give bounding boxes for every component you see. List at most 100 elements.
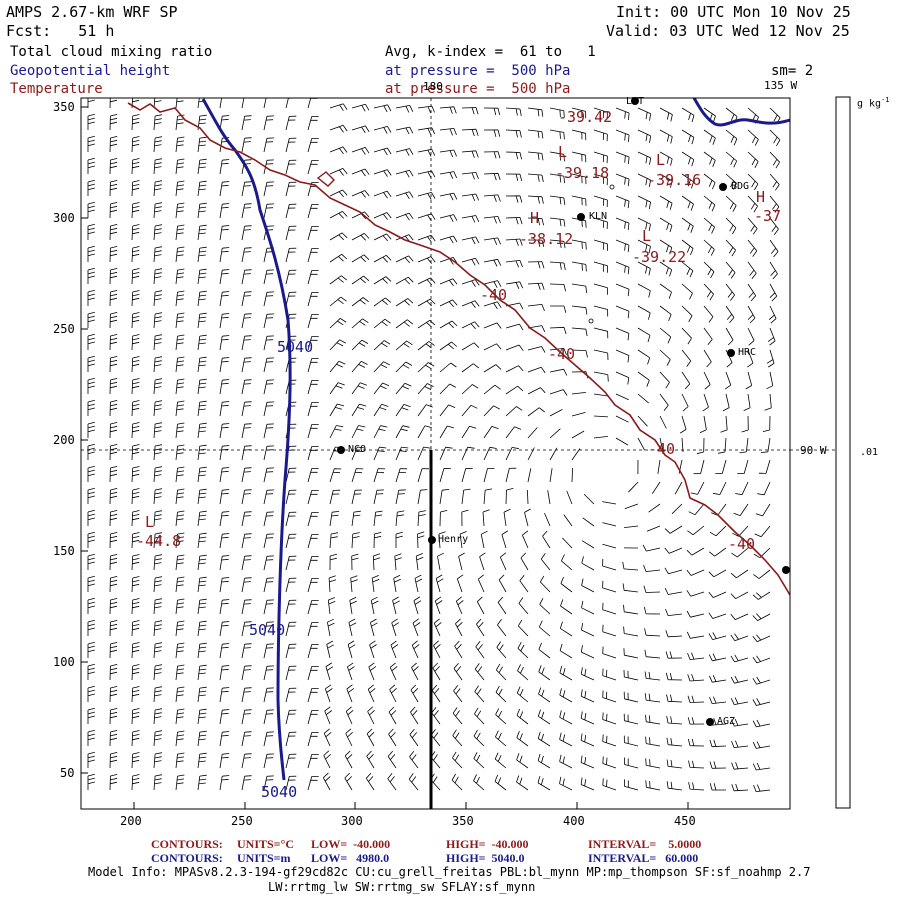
wind-barb xyxy=(410,706,419,725)
wind-barb xyxy=(538,620,551,637)
wind-barb xyxy=(219,291,230,307)
wind-barb xyxy=(665,630,683,638)
wind-barb xyxy=(197,290,207,307)
wind-barb xyxy=(131,98,140,109)
wind-barb xyxy=(263,555,274,571)
wind-barb xyxy=(109,576,118,593)
wind-barb xyxy=(109,290,118,307)
wind-barb xyxy=(527,173,544,183)
wind-barb xyxy=(483,151,501,159)
wind-barb xyxy=(131,268,140,285)
station-label-hrc: HRC xyxy=(738,347,757,358)
wind-barb xyxy=(479,552,486,571)
wind-barb xyxy=(175,642,185,659)
wind-barb xyxy=(175,356,185,373)
wind-barb xyxy=(615,305,630,319)
wind-barb xyxy=(241,423,252,439)
wind-barb xyxy=(373,169,392,177)
wind-barb xyxy=(431,684,441,703)
wind-barb xyxy=(602,734,617,747)
lon-label-90w: 90 W xyxy=(800,444,827,457)
wind-barb xyxy=(747,261,757,280)
station-dot-edge[interactable] xyxy=(782,566,790,574)
temp-contour-small-loop xyxy=(316,171,335,187)
wind-barb xyxy=(498,574,507,593)
y-tick-50: 50 xyxy=(60,766,75,780)
wind-barb xyxy=(602,580,617,593)
station-dot-hrc[interactable] xyxy=(727,349,735,357)
station-dot-henry[interactable] xyxy=(428,536,436,544)
extrema-mark-L2: L xyxy=(656,151,666,169)
wind-barb xyxy=(347,662,355,681)
wind-barb xyxy=(659,129,673,144)
wind-barb xyxy=(505,260,523,268)
wind-barb xyxy=(87,773,95,790)
wind-barb xyxy=(593,151,608,164)
station-dot-bdg[interactable] xyxy=(719,183,727,191)
wind-barb xyxy=(747,151,759,168)
wind-barb xyxy=(439,106,457,114)
wind-barb xyxy=(752,613,771,621)
wind-barb xyxy=(730,569,749,579)
wind-barb xyxy=(681,217,694,233)
wind-barb xyxy=(153,774,163,791)
wind-barb xyxy=(739,437,749,454)
wind-barb xyxy=(87,377,95,394)
wind-barb xyxy=(681,371,691,390)
station-dot-lyt[interactable] xyxy=(631,97,639,105)
wind-barb xyxy=(681,283,693,300)
wind-barb xyxy=(351,125,370,134)
contours-temp-prefix: CONTOURS: xyxy=(151,837,223,851)
wind-barb xyxy=(659,173,673,188)
wind-barb xyxy=(666,716,683,725)
wind-barb xyxy=(219,401,230,417)
wind-barb xyxy=(263,577,274,593)
wind-barb xyxy=(109,136,118,153)
wind-barb xyxy=(263,533,274,549)
wind-barb xyxy=(615,327,630,341)
wind-barb xyxy=(175,730,185,747)
wind-barb xyxy=(328,575,337,593)
wind-barb xyxy=(307,754,319,769)
wind-barb xyxy=(373,425,388,439)
wind-barb xyxy=(602,543,617,549)
wind-barb xyxy=(109,224,118,241)
wind-barb xyxy=(731,547,749,558)
wind-barb xyxy=(686,631,705,639)
wind-barb xyxy=(263,665,274,681)
wind-barb xyxy=(615,415,629,423)
wind-barb xyxy=(285,753,297,769)
wind-barb xyxy=(175,664,185,681)
wind-barb xyxy=(344,750,353,769)
wind-barb xyxy=(730,697,749,705)
wind-barb xyxy=(731,783,749,792)
wind-barb xyxy=(637,371,650,387)
wind-barb xyxy=(688,782,705,791)
wind-barb xyxy=(752,634,771,643)
station-dot-agz[interactable] xyxy=(706,718,714,726)
y-tick-100: 100 xyxy=(53,655,75,669)
wind-barb xyxy=(131,224,140,241)
wind-barb xyxy=(417,383,434,395)
wind-barb xyxy=(241,775,252,791)
wind-barb xyxy=(571,239,587,250)
station-dot-kln[interactable] xyxy=(577,213,585,221)
wind-barb xyxy=(497,596,507,615)
wind-barb xyxy=(219,269,230,285)
wind-barb xyxy=(197,378,207,395)
wind-barb xyxy=(131,510,140,527)
wind-barb xyxy=(241,577,252,593)
wind-barb xyxy=(624,757,639,769)
wind-barb xyxy=(527,427,538,439)
station-dot-nco[interactable] xyxy=(337,446,345,454)
wind-barb xyxy=(131,642,140,659)
wind-barb xyxy=(329,296,347,307)
wind-barb xyxy=(494,774,507,791)
wind-barb xyxy=(373,340,391,351)
contours-height-interval: INTERVAL= 60.000 xyxy=(588,851,699,865)
wind-barb xyxy=(681,195,694,211)
wind-barb xyxy=(747,217,758,235)
wind-barb xyxy=(395,468,408,483)
wind-barb xyxy=(461,509,469,527)
wind-barb xyxy=(285,643,297,659)
